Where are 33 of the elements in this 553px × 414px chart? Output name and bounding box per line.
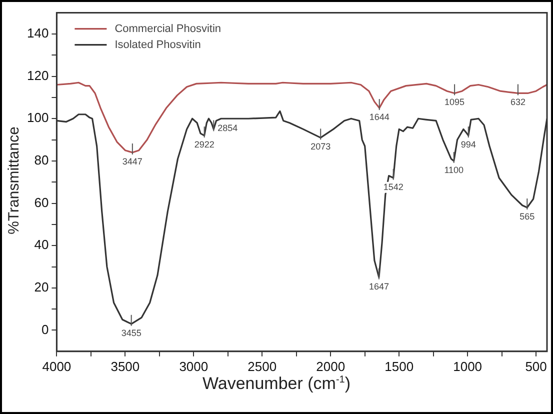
x-tick-label: 4000 [42, 358, 72, 374]
annotation: 3455 [121, 328, 142, 338]
annotation: 2854 [218, 123, 238, 134]
x-tick-label: 2000 [316, 358, 346, 374]
x-tick-label: 3500 [110, 358, 140, 374]
x-axis-title: Wavenumber (cm$^{-1}$) [201, 374, 352, 394]
annotation: 994 [460, 140, 476, 150]
x-tick-label: 1000 [453, 358, 482, 374]
annotation: 2922 [194, 140, 214, 150]
x-tick-label: 1500 [384, 358, 414, 374]
y-axis-title: %Transmittance [6, 126, 22, 236]
y-tick-label: 60 [34, 194, 49, 210]
legend-label: Commercial Phosvitin [114, 22, 222, 35]
annotation: 1644 [369, 112, 390, 122]
x-tick-label: 2500 [248, 358, 277, 374]
y-tick-label: 0 [41, 322, 49, 337]
annotation: 1542 [383, 182, 404, 192]
annotation: 3447 [122, 156, 142, 166]
x-tick-label: 3000 [179, 358, 208, 374]
annotation: 2073 [310, 142, 331, 152]
y-tick-label: 140 [26, 26, 49, 41]
y-tick-label: 120 [26, 68, 49, 83]
y-tick-label: 40 [34, 237, 49, 252]
annotation: 565 [520, 211, 535, 222]
annotation: 632 [510, 97, 526, 108]
legend-label: Isolated Phosvitin [114, 38, 201, 51]
y-tick-label: 20 [34, 279, 49, 294]
x-tick-label: 500 [525, 358, 547, 374]
annotation: 1647 [368, 281, 389, 292]
annotation: 1095 [444, 97, 465, 108]
y-tick-label: 80 [34, 152, 49, 168]
y-tick-label: 100 [26, 110, 49, 126]
annotation: 1100 [444, 164, 464, 175]
